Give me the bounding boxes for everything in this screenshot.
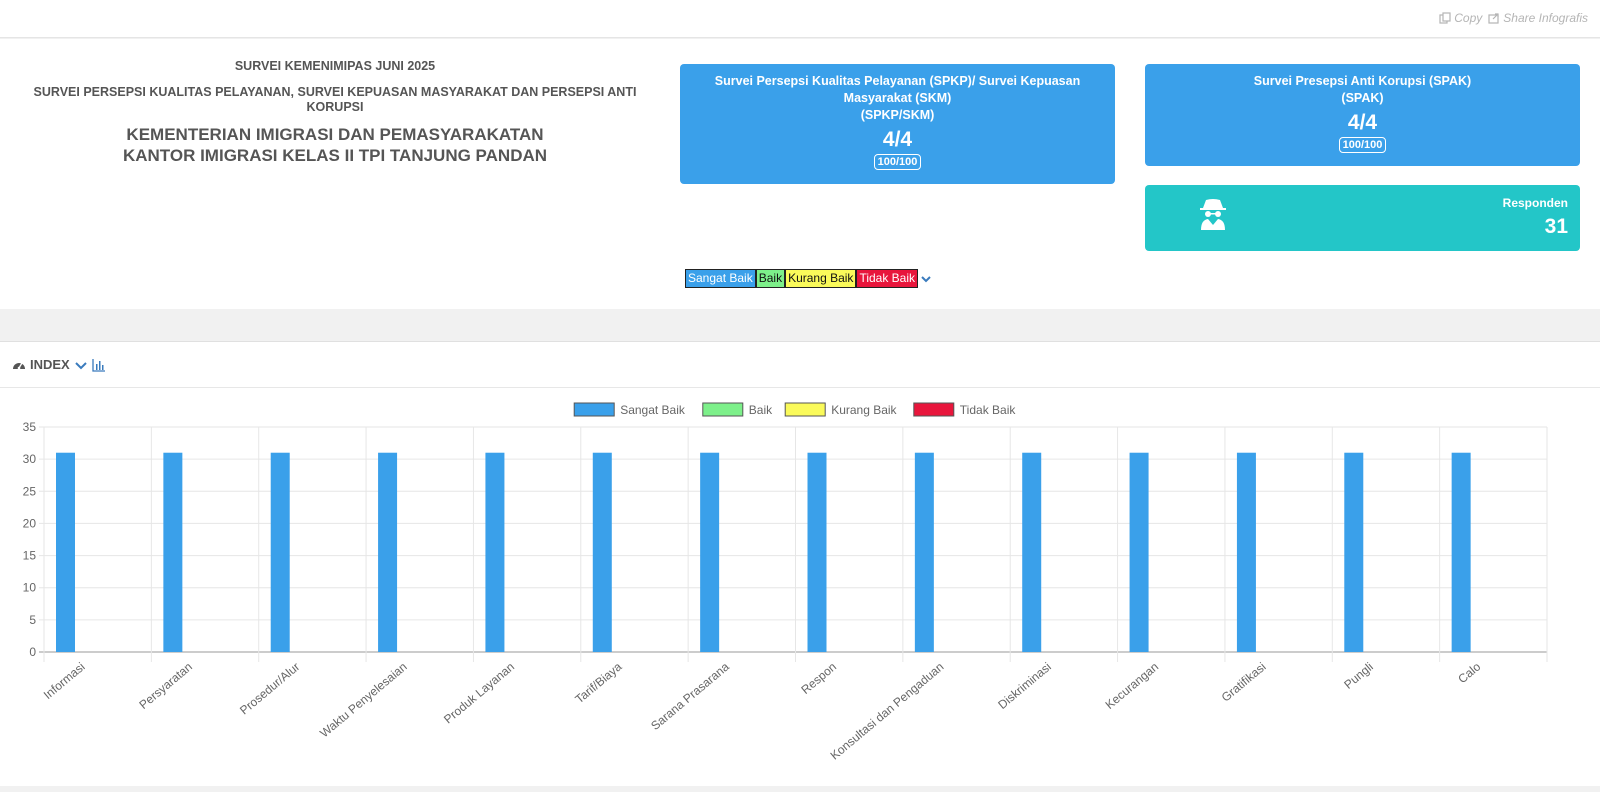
skm-title-line3: (SPKP/SKM) xyxy=(860,108,935,122)
x-tick-label: Respon xyxy=(798,660,839,697)
legend-swatch[interactable] xyxy=(573,402,615,417)
y-tick-label: 10 xyxy=(23,581,37,595)
x-tick-label: Produk Layanan xyxy=(441,660,517,727)
copy-label: Copy xyxy=(1454,11,1483,25)
skm-score-card: Survei Persepsi Kualitas Pelayanan (SPKP… xyxy=(680,64,1115,184)
index-panel-title: INDEX xyxy=(30,357,70,372)
share-infografis-button[interactable]: Share Infografis xyxy=(1488,11,1588,25)
x-tick-label: Persyaratan xyxy=(136,660,195,712)
bar-sangat-baik[interactable] xyxy=(378,452,398,652)
x-tick-label: Calo xyxy=(1455,659,1483,686)
x-tick-label: Waktu Penyelesaian xyxy=(317,660,409,741)
index-bar-chart: 0 5 10 15 20 25 30 35 Informasi Persyaratan Prosed… xyxy=(23,402,1548,763)
legend-swatch[interactable] xyxy=(913,402,955,417)
spak-card-title: Survei Presepsi Anti Korupsi (SPAK) (SPA… xyxy=(1145,73,1580,107)
responden-count: 31 xyxy=(1544,215,1568,238)
spak-title-line2: (SPAK) xyxy=(1341,91,1384,105)
y-tick-label: 25 xyxy=(23,484,37,498)
x-tick-label: Kecurangan xyxy=(1103,660,1162,712)
legend-swatch[interactable] xyxy=(784,402,826,417)
legend-label[interactable]: Tidak Baik xyxy=(960,403,1017,417)
x-tick-label: Tarif/Biaya xyxy=(572,659,624,706)
skm-card-title: Survei Persepsi Kualitas Pelayanan (SPKP… xyxy=(680,73,1115,124)
bar-chart-icon[interactable] xyxy=(92,358,106,372)
bar-sangat-baik[interactable] xyxy=(700,452,720,652)
ministry-name: KEMENTERIAN IMIGRASI DAN PEMASYARAKATAN xyxy=(126,125,544,144)
survey-header: SURVEI KEMENIMIPAS JUNI 2025 SURVEI PERS… xyxy=(0,39,1600,309)
legend-label[interactable]: Baik xyxy=(749,403,773,417)
y-tick-label: 30 xyxy=(23,452,37,466)
x-tick-label: Pungli xyxy=(1341,660,1376,692)
survey-titles: SURVEI KEMENIMIPAS JUNI 2025 SURVEI PERS… xyxy=(20,59,650,166)
x-tick-label: Informasi xyxy=(41,660,88,702)
legend-baik: Baik xyxy=(755,269,786,288)
share-icon xyxy=(1488,13,1499,24)
legend-sangat-baik: Sangat Baik xyxy=(685,269,756,288)
bar-sangat-baik[interactable] xyxy=(56,452,75,652)
agency-name: KEMENTERIAN IMIGRASI DAN PEMASYARAKATAN … xyxy=(20,124,650,166)
x-tick-label: Konsultasi dan Pengaduan xyxy=(828,660,947,763)
skm-title-line2: Masyarakat (SKM) xyxy=(843,91,952,105)
index-panel-header: INDEX xyxy=(0,342,1600,388)
top-bar: Copy Share Infografis xyxy=(0,0,1600,38)
y-tick-label: 35 xyxy=(23,420,37,434)
spak-score-badge: 100/100 xyxy=(1338,137,1387,153)
spak-title-line1: Survei Presepsi Anti Korupsi (SPAK) xyxy=(1253,74,1472,88)
spak-score-card: Survei Presepsi Anti Korupsi (SPAK) (SPA… xyxy=(1145,64,1580,166)
rating-legend: Sangat Baik Baik Kurang Baik Tidak Baik xyxy=(685,269,932,288)
legend-label[interactable]: Kurang Baik xyxy=(831,403,897,417)
bar-sangat-baik[interactable] xyxy=(1236,452,1256,652)
index-panel: INDEX 0 5 10 15 20 25 30 35 Informasi Persyaratan… xyxy=(0,341,1600,786)
y-tick-label: 0 xyxy=(29,645,36,659)
x-tick-label: Sarana Prasarana xyxy=(648,659,732,733)
legend-kurang-baik: Kurang Baik xyxy=(785,269,857,288)
bar-sangat-baik[interactable] xyxy=(1344,452,1364,652)
y-tick-label: 5 xyxy=(29,613,36,627)
skm-score: 4/4 xyxy=(882,128,913,151)
responden-card: Responden 31 xyxy=(1145,185,1580,251)
survey-subtitle: SURVEI PERSEPSI KUALITAS PELAYANAN, SURV… xyxy=(33,85,637,114)
y-tick-label: 15 xyxy=(23,549,37,563)
responden-label: Responden xyxy=(1502,196,1568,210)
x-tick-label: Gratifikasi xyxy=(1219,660,1269,705)
dashboard-gauge-icon xyxy=(13,362,25,369)
incognito-user-icon xyxy=(1200,199,1226,230)
skm-score-badge: 100/100 xyxy=(873,154,922,170)
spak-score: 4/4 xyxy=(1347,111,1378,134)
chevron-down-icon[interactable] xyxy=(74,358,88,372)
bar-sangat-baik[interactable] xyxy=(163,452,183,652)
survey-period-title: SURVEI KEMENIMIPAS JUNI 2025 xyxy=(234,59,436,73)
bar-sangat-baik[interactable] xyxy=(592,452,612,652)
bar-sangat-baik[interactable] xyxy=(485,452,505,652)
x-tick-label: Prosedur/Alur xyxy=(237,660,302,718)
bar-sangat-baik[interactable] xyxy=(914,452,934,652)
index-chart: 0 5 10 15 20 25 30 35 Informasi Persyaratan Prosed… xyxy=(0,388,1600,787)
bar-sangat-baik[interactable] xyxy=(1129,452,1149,652)
skm-title-line1: Survei Persepsi Kualitas Pelayanan (SPKP… xyxy=(714,74,1081,88)
legend-swatch[interactable] xyxy=(702,402,744,417)
bar-sangat-baik[interactable] xyxy=(270,452,290,652)
bar-sangat-baik[interactable] xyxy=(1022,452,1042,652)
x-tick-label: Diskriminasi xyxy=(995,660,1054,712)
office-name: KANTOR IMIGRASI KELAS II TPI TANJUNG PAN… xyxy=(122,146,548,165)
copy-button[interactable]: Copy xyxy=(1439,11,1482,25)
bar-sangat-baik[interactable] xyxy=(807,452,827,652)
y-tick-label: 20 xyxy=(23,516,37,530)
copy-icon xyxy=(1439,12,1451,24)
legend-tidak-baik: Tidak Baik xyxy=(856,269,919,288)
chevron-down-icon[interactable] xyxy=(920,273,932,285)
top-actions: Copy Share Infografis xyxy=(1439,11,1588,25)
bar-sangat-baik[interactable] xyxy=(1451,452,1471,652)
legend-label[interactable]: Sangat Baik xyxy=(620,403,686,417)
share-label: Share Infografis xyxy=(1503,11,1588,25)
